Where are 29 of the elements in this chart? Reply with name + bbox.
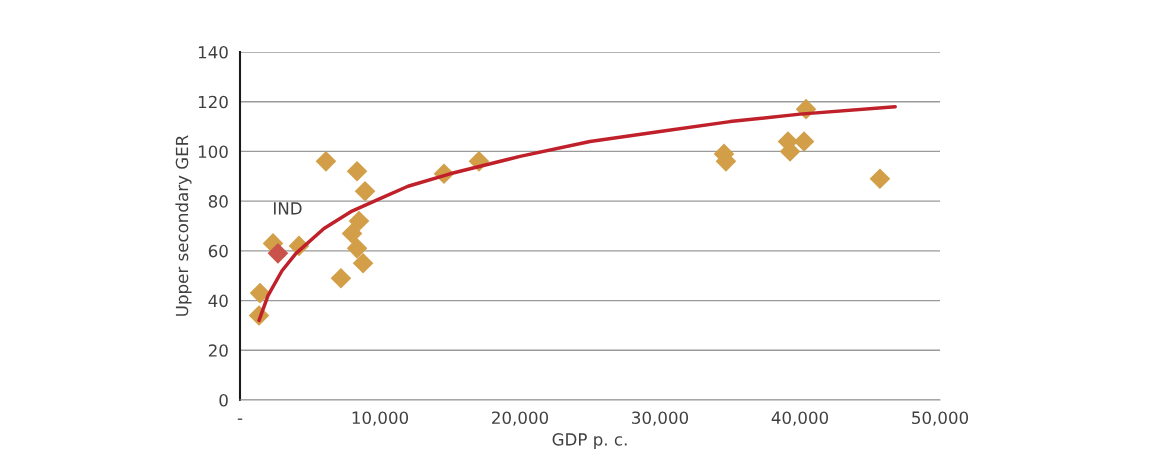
x-tick-label: 10,000 — [352, 411, 409, 426]
x-axis-title: GDP p. c. — [552, 433, 627, 449]
annotation: IND — [274, 202, 302, 215]
point — [330, 267, 352, 289]
y-tick-label: 120 — [198, 95, 228, 109]
point — [346, 238, 368, 259]
y-tick-label: 0 — [219, 393, 228, 407]
point — [869, 168, 891, 190]
x-tick-label: 20,000 — [492, 411, 549, 426]
point — [346, 161, 368, 182]
x-tick-label: 50,000 — [912, 411, 969, 426]
x-tick-label: 30,000 — [632, 411, 689, 426]
point — [348, 210, 370, 232]
y-axis-title: Upper secondary GER — [175, 135, 192, 316]
point — [793, 131, 815, 152]
point — [315, 151, 337, 172]
point — [267, 243, 289, 264]
y-tick-label: 140 — [198, 45, 228, 59]
x-tick-label: - — [237, 418, 243, 420]
y-tick-label: 20 — [208, 344, 228, 357]
point — [352, 252, 374, 274]
y-tick-label: 40 — [208, 294, 228, 308]
y-tick-label: 100 — [198, 145, 228, 158]
point — [249, 282, 271, 304]
x-tick-label: 40,000 — [771, 411, 829, 426]
y-tick-label: 80 — [208, 195, 228, 208]
point — [354, 180, 376, 202]
y-tick-label: 60 — [208, 244, 228, 258]
point — [341, 223, 363, 244]
